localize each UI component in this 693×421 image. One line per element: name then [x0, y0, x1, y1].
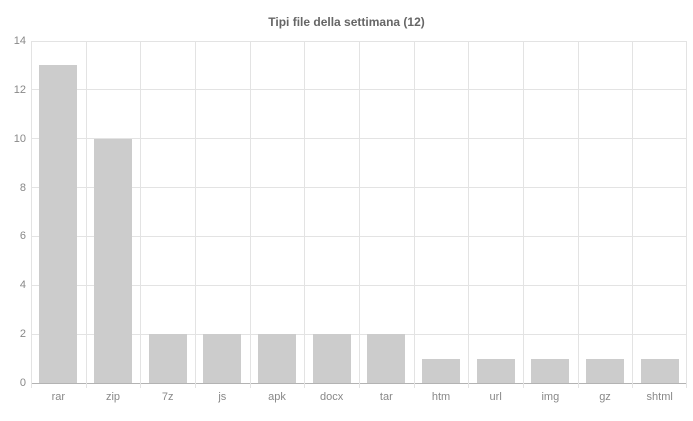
gridline-x-1: [86, 41, 87, 388]
bar-zip[interactable]: [94, 139, 132, 383]
bar-rar[interactable]: [39, 65, 77, 383]
chart-title: Tipi file della settimana (12): [268, 15, 425, 29]
x-tick-label-7z: 7z: [161, 391, 174, 403]
bar-htm[interactable]: [422, 359, 460, 383]
x-tick-label-img: img: [541, 391, 560, 403]
bar-url[interactable]: [477, 359, 515, 383]
x-tick-label-zip: zip: [105, 391, 121, 403]
x-tick-label-shtml: shtml: [646, 391, 673, 403]
bar-js[interactable]: [203, 334, 241, 383]
gridline-x-8: [468, 41, 469, 388]
plot-area: [31, 40, 687, 388]
y-tick-label-10: 10: [13, 132, 26, 145]
bar-docx[interactable]: [313, 334, 351, 383]
bar-shtml[interactable]: [641, 359, 679, 383]
y-tick-label-12: 12: [13, 83, 26, 96]
gridline-x-4: [250, 41, 251, 388]
x-axis: rar zip 7z js apk docx tar htm url img gz shtml: [31, 391, 687, 407]
gridline-x-3: [195, 41, 196, 388]
x-tick-label-js: js: [218, 391, 227, 403]
y-tick-label-0: 0: [19, 377, 26, 389]
gridline-x-10: [578, 41, 579, 388]
x-tick-label-url: url: [489, 391, 502, 403]
bar-apk[interactable]: [258, 334, 296, 383]
gridline-x-5: [304, 41, 305, 388]
x-tick-label-htm: htm: [431, 391, 451, 403]
x-tick-label-docx: docx: [320, 391, 344, 403]
gridline-x-6: [359, 41, 360, 388]
y-tick-label-14: 14: [13, 35, 26, 47]
x-tick-label-tar: tar: [379, 391, 393, 403]
y-tick-label-8: 8: [19, 181, 26, 194]
gridline-x-11: [632, 41, 633, 388]
x-tick-label-rar: rar: [51, 391, 66, 403]
bar-img[interactable]: [531, 359, 569, 383]
bar-tar[interactable]: [367, 334, 405, 383]
bar-gz[interactable]: [586, 359, 624, 383]
gridline-x-2: [140, 41, 141, 388]
gridline-x-0: [31, 41, 32, 388]
y-tick-label-6: 6: [19, 230, 26, 243]
y-axis: 0 2 4 6 8 10 12 14: [0, 35, 26, 389]
gridline-x-7: [414, 41, 415, 388]
gridline-x-9: [523, 41, 524, 388]
x-tick-label-gz: gz: [599, 391, 611, 403]
bar-7z[interactable]: [149, 334, 187, 383]
y-tick-label-2: 2: [19, 328, 26, 341]
gridline-x-12: [686, 41, 687, 388]
x-tick-label-apk: apk: [268, 391, 286, 403]
y-tick-label-4: 4: [19, 279, 26, 292]
